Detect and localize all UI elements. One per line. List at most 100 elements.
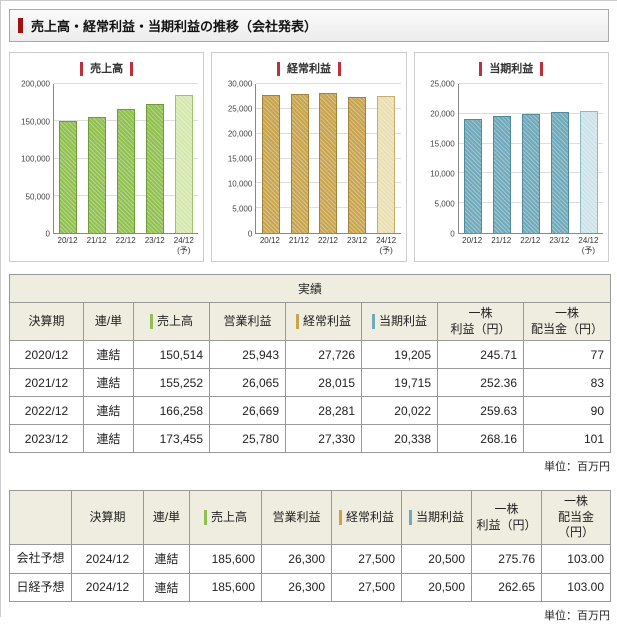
table-cell: 26,669 bbox=[209, 396, 286, 426]
x-tick-label: 24/12 (予) bbox=[376, 236, 397, 255]
table-cell: 20,500 bbox=[401, 543, 472, 574]
table-cell: 103.00 bbox=[541, 572, 611, 603]
bar-slot bbox=[169, 84, 198, 233]
table-cell: 26,300 bbox=[261, 543, 332, 574]
plot-wrap: 20/12 21/12 22/12 23/12 24/12 (予) bbox=[53, 83, 199, 256]
y-tick-label: 100,000 bbox=[21, 154, 50, 164]
table-cell: 77 bbox=[522, 340, 612, 370]
table-cell: 連結 bbox=[143, 572, 190, 603]
column-header: 決算期 bbox=[71, 490, 144, 545]
table-cell: 19,715 bbox=[361, 368, 438, 398]
chart-body: 0 50,000 100,000 150,000 200,000 20/12 21/12 2… bbox=[15, 80, 199, 256]
x-tick-label: 21/12 bbox=[86, 236, 107, 245]
bar-slot bbox=[545, 84, 574, 233]
forecast-table: 決算期 連/単 売上高 営業利益 経常利益 当期利益 一株 利益（円） 一株 配当金（円） 会… bbox=[9, 490, 611, 603]
y-tick-label: 10,000 bbox=[430, 169, 455, 179]
bar bbox=[348, 97, 367, 233]
table-cell: 27,500 bbox=[331, 543, 402, 574]
y-tick-label: 10,000 bbox=[227, 179, 253, 189]
table-cell: 275.76 bbox=[471, 543, 542, 574]
page-title: 売上高・経常利益・当期利益の推移（会社発表） bbox=[31, 19, 318, 34]
bar bbox=[146, 103, 164, 233]
x-tick-label: 23/12 bbox=[549, 236, 570, 245]
charts-row: 売上高 0 50,000 100,000 150,000 200,000 20/12 21… bbox=[9, 52, 609, 262]
bar bbox=[59, 120, 78, 233]
chart-title-sales: 売上高 bbox=[15, 59, 198, 77]
chart-title-net-profit: 当期利益 bbox=[420, 59, 603, 77]
table-cell: 245.71 bbox=[437, 340, 524, 370]
table-cell: 2024/12 bbox=[71, 543, 144, 574]
x-tick-label: 24/12 (予) bbox=[578, 236, 599, 255]
table-cell: 2022/12 bbox=[9, 396, 84, 426]
column-header: 当期利益 bbox=[401, 490, 472, 545]
column-header: 一株 配当金（円） bbox=[541, 490, 611, 545]
table-row: 2021/12 連結 155,252 26,065 28,015 19,715 252.36… bbox=[9, 368, 612, 398]
column-header: 経常利益 bbox=[285, 301, 362, 342]
y-tick-label: 0 bbox=[450, 229, 455, 239]
red-accent-bar bbox=[18, 18, 23, 33]
bar bbox=[319, 92, 338, 233]
chart-title-label: 当期利益 bbox=[479, 62, 544, 76]
table-cell: 19,205 bbox=[361, 340, 438, 370]
x-tick-label: 23/12 bbox=[347, 236, 368, 245]
y-tick-label: 5,000 bbox=[232, 204, 253, 214]
y-tick-label: 0 bbox=[45, 229, 50, 239]
chart-title-label: 経常利益 bbox=[276, 62, 341, 76]
bar-slot bbox=[516, 84, 545, 233]
table-cell: 25,780 bbox=[209, 424, 286, 454]
y-axis: 0 5,000 10,000 15,000 20,000 25,000 bbox=[420, 80, 458, 239]
plot-area bbox=[255, 83, 401, 234]
table-cell: 103.00 bbox=[541, 543, 611, 574]
chart-body: 0 5,000 10,000 15,000 20,000 25,000 30,000 20/… bbox=[217, 80, 401, 256]
x-axis: 20/12 21/12 22/12 23/12 24/12 (予) bbox=[458, 236, 603, 256]
table-cell: 150,514 bbox=[133, 340, 210, 370]
y-tick-label: 50,000 bbox=[25, 192, 50, 201]
y-tick-label: 5,000 bbox=[434, 199, 455, 209]
y-tick-label: 25,000 bbox=[430, 79, 455, 89]
bar-slot bbox=[488, 84, 517, 233]
chart-title-label: 売上高 bbox=[80, 62, 134, 76]
table-cell: 20,500 bbox=[401, 572, 472, 603]
bar-slot bbox=[256, 84, 285, 233]
table-cell: 155,252 bbox=[133, 368, 210, 398]
column-header: 連/単 bbox=[143, 490, 190, 545]
y-tick-label: 0 bbox=[247, 229, 253, 239]
row-label: 日経予想 bbox=[9, 572, 72, 603]
table-cell: 252.36 bbox=[437, 368, 524, 398]
bar-slot bbox=[112, 84, 141, 233]
table-cell: 27,330 bbox=[285, 424, 362, 454]
column-header: 一株 利益（円） bbox=[471, 490, 542, 545]
bar-slot bbox=[314, 84, 343, 233]
plot-wrap: 20/12 21/12 22/12 23/12 24/12 (予) bbox=[255, 83, 401, 256]
bar-slot bbox=[459, 84, 488, 233]
chart-panel-sales: 売上高 0 50,000 100,000 150,000 200,000 20/12 21… bbox=[9, 52, 205, 262]
bar-forecast bbox=[174, 94, 193, 233]
table-cell: 90 bbox=[522, 396, 612, 426]
table-cell: 2021/12 bbox=[9, 368, 84, 398]
row-label: 会社予想 bbox=[9, 543, 72, 574]
chart-panel-net-profit: 当期利益 0 5,000 10,000 15,000 20,000 25,000 20/1… bbox=[413, 52, 609, 262]
table-cell: 2020/12 bbox=[9, 340, 84, 370]
x-tick-label: 21/12 bbox=[288, 236, 309, 245]
header-row: 決算期 連/単 売上高 営業利益 経常利益 当期利益 一株 利益（円） 一株 配当金（円） bbox=[9, 490, 611, 545]
plot-wrap: 20/12 21/12 22/12 23/12 24/12 (予) bbox=[457, 83, 603, 256]
bar bbox=[492, 115, 511, 233]
table-cell: 185,600 bbox=[189, 572, 262, 603]
table-cell: 2024/12 bbox=[71, 572, 144, 603]
x-tick-label: 22/12 bbox=[317, 236, 338, 245]
table-cell: 268.16 bbox=[437, 424, 524, 454]
column-header: 経常利益 bbox=[331, 490, 402, 545]
bar-slot bbox=[54, 84, 83, 233]
y-tick-label: 200,000 bbox=[21, 79, 50, 89]
gridline bbox=[256, 83, 401, 84]
x-tick-label: 20/12 bbox=[259, 236, 280, 245]
column-header: 営業利益 bbox=[261, 490, 332, 545]
x-tick-label: 20/12 bbox=[57, 236, 78, 245]
chart-title-ordinary-profit: 経常利益 bbox=[217, 59, 400, 77]
table-cell: 20,338 bbox=[361, 424, 438, 454]
y-tick-label: 20,000 bbox=[227, 129, 253, 139]
x-axis: 20/12 21/12 22/12 23/12 24/12 (予) bbox=[255, 236, 400, 256]
column-header: 当期利益 bbox=[361, 301, 438, 342]
x-tick-label: 24/12 (予) bbox=[173, 236, 194, 255]
table-cell: 2023/12 bbox=[9, 424, 84, 454]
